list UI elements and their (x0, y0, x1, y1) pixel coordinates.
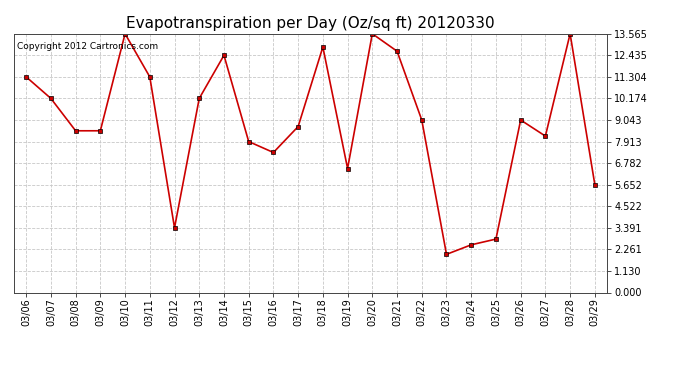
Title: Evapotranspiration per Day (Oz/sq ft) 20120330: Evapotranspiration per Day (Oz/sq ft) 20… (126, 16, 495, 31)
Text: Copyright 2012 Cartronics.com: Copyright 2012 Cartronics.com (17, 42, 158, 51)
